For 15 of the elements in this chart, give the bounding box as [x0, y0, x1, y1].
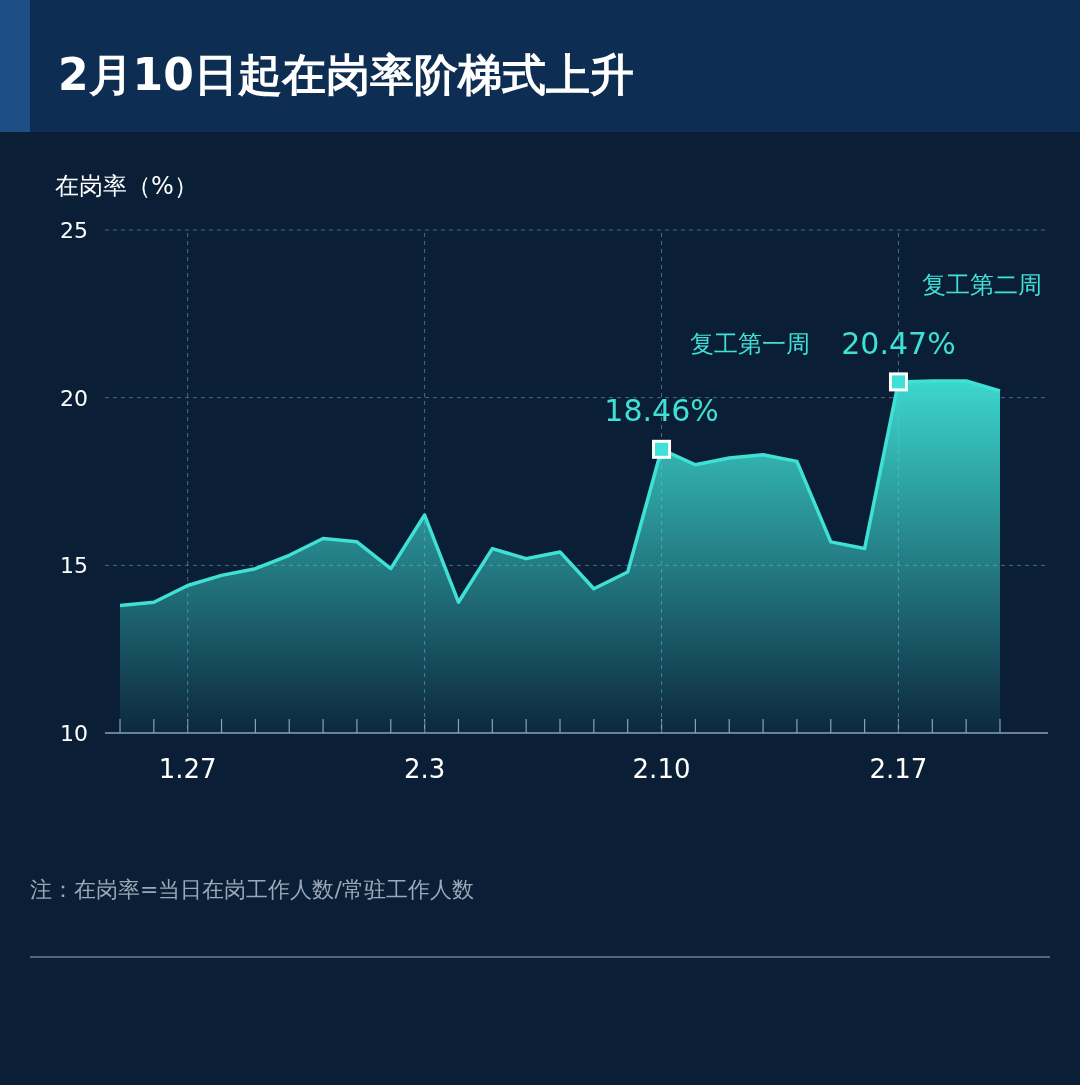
y-tick-label: 10	[60, 721, 88, 746]
x-tick-label: 2.10	[632, 754, 691, 784]
annotation: 复工第一周	[690, 330, 810, 358]
chart-title: 2月10日起在岗率阶梯式上升	[58, 49, 634, 100]
annotation: 复工第二周	[922, 271, 1042, 299]
data-label: 18.46%	[604, 393, 719, 429]
x-tick-label: 2.3	[403, 754, 446, 784]
x-tick-label: 1.27	[158, 754, 217, 784]
x-tick-label: 2.17	[869, 754, 928, 784]
y-tick-label: 20	[60, 385, 88, 411]
text: 注：在岗率=当日在岗工作人数/常驻工作人数	[30, 877, 474, 902]
data-label: 20.47%	[841, 325, 956, 361]
y-tick-label: 15	[60, 553, 88, 579]
y-tick-label: 25	[60, 218, 88, 243]
y-axis-title: 在岗率（%）	[55, 172, 198, 200]
